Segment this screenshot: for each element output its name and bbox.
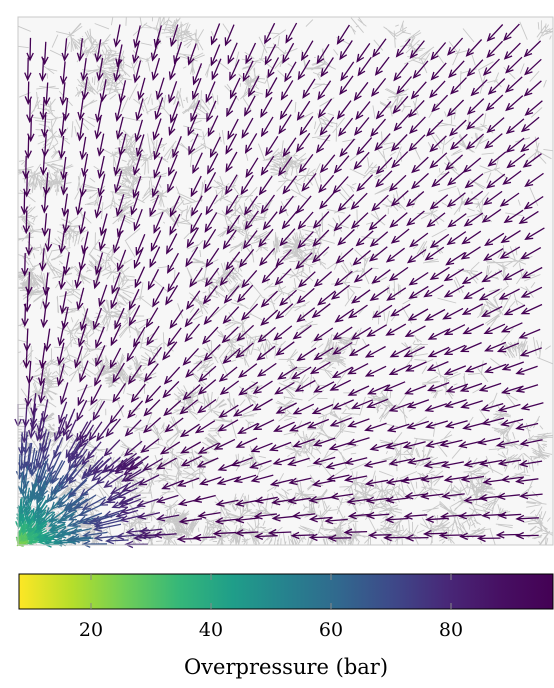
colorbar-gradient [19,574,553,609]
colorbar-tick-label: 40 [199,619,223,641]
colorbar-tick-label: 20 [79,619,103,641]
colorbar-tick-label: 80 [439,619,463,641]
colorbar-tick-label: 60 [319,619,343,641]
colorbar: 20 40 60 80 Overpressure (bar) [19,574,553,679]
colorbar-label: Overpressure (bar) [184,655,388,679]
plot-area [9,8,554,553]
